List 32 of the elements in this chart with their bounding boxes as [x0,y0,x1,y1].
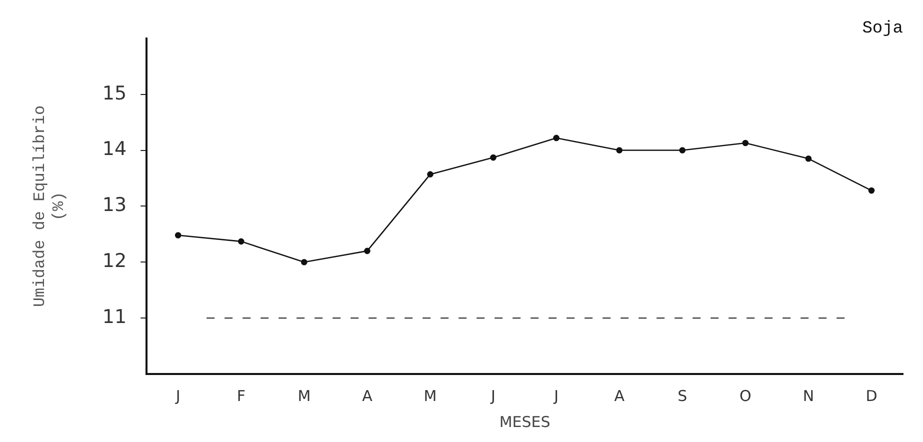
point [490,154,496,161]
x-tick-label: M [424,386,437,405]
x-tick-label: S [678,386,688,405]
x-tick-label: M [298,386,311,405]
y-tick-label: 15 [102,82,127,104]
point [742,140,749,146]
y-tick-label: 14 [102,138,127,160]
point [238,238,244,245]
x-tick-label: O [740,386,752,405]
point [868,187,875,194]
x-tick-label: J [174,386,180,405]
y-tick-label: 13 [102,194,127,216]
y-axis-title: Umidade de Equilíbrio (%) [30,105,68,308]
point [301,258,308,266]
y-tick-label: 12 [102,250,127,272]
point [553,134,560,142]
x-tick-label: J [553,386,559,405]
x-tick-label: A [362,386,374,405]
point [616,147,622,154]
point [364,248,370,254]
x-axis-title: MESES [499,412,550,431]
x-tick-label: D [866,386,878,405]
point [679,147,686,154]
x-tick-label: N [802,386,814,405]
x-tick-label: F [236,386,246,405]
point [427,171,434,178]
point [174,232,182,238]
chart-title: Soja [862,20,903,39]
point [805,156,812,162]
x-tick-label: A [614,386,626,405]
x-tick-label: J [490,386,496,405]
y-tick-label: 11 [102,306,127,328]
